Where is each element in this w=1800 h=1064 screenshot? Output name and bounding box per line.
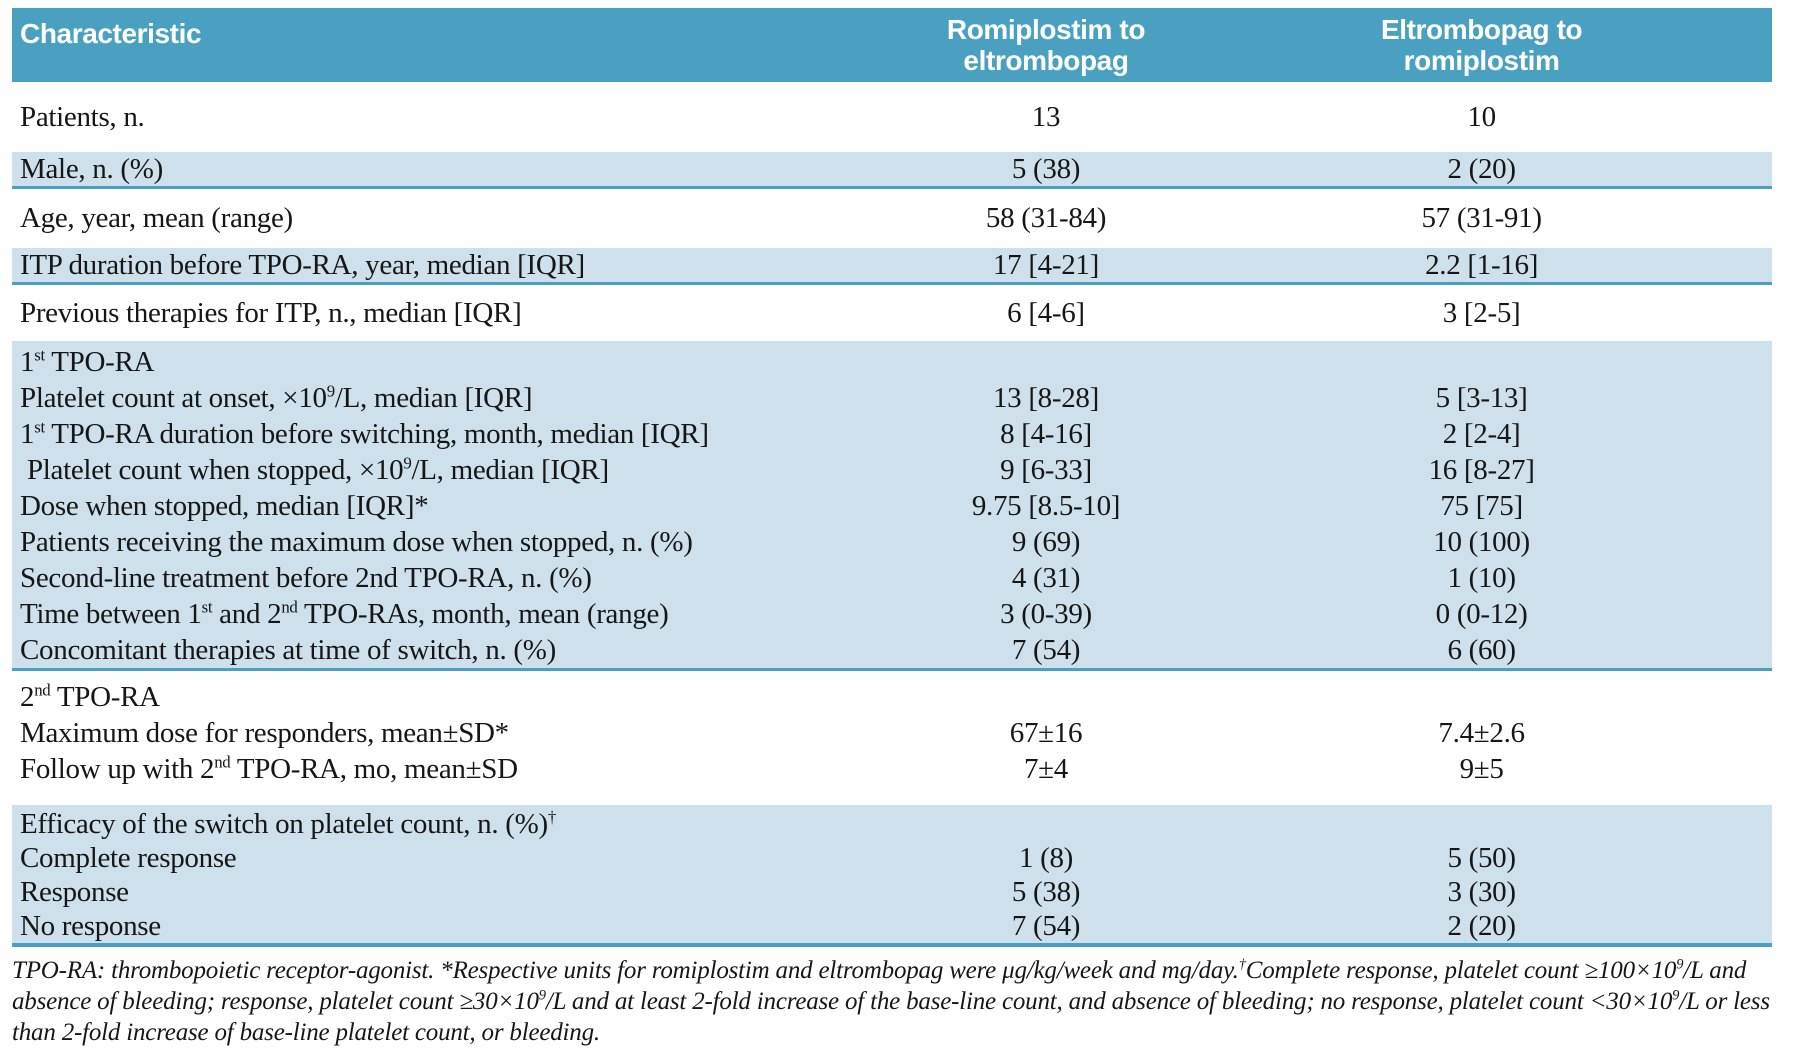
cell-rom-to-elt: 13 [8-28] <box>992 381 1099 414</box>
row-label: Age, year, mean (range) <box>20 202 293 234</box>
cell-rom-to-elt: 9 (69) <box>1011 525 1081 558</box>
row-label: Maximum dose for responders, mean±SD* <box>20 716 509 749</box>
cell-rom-to-elt: 9 [6-33] <box>1000 453 1092 486</box>
row-label: Male, n. (%) <box>20 152 163 185</box>
row-label: Platelet count at onset, ×109/L, median … <box>20 380 533 414</box>
cell-rom-to-elt: 6 [4-6] <box>1007 296 1085 329</box>
cell-elt-to-rom: 3 (30) <box>1447 875 1516 908</box>
row-label: Response <box>20 875 129 908</box>
cell-elt-to-rom: 2.2 [1-16] <box>1425 248 1539 281</box>
row-label: Patients, n. <box>20 100 145 133</box>
cell-elt-to-rom: 7.4±2.6 <box>1438 716 1525 749</box>
row-label: No response <box>20 909 161 942</box>
table-row-time-between: Time between 1st and 2nd TPO-RAs, month,… <box>12 596 1772 632</box>
table-row-response: Response 5 (38) 3 (30) <box>12 875 1772 909</box>
switch-characteristics-table: Characteristic Romiplostim to eltrombopa… <box>12 8 1772 947</box>
cell-elt-to-rom: 9±5 <box>1459 752 1504 785</box>
cell-rom-to-elt: 4 (31) <box>1011 561 1081 594</box>
section-title-row: 1st TPO-RA <box>12 344 1772 380</box>
table-row-itp-duration: ITP duration before TPO-RA, year, median… <box>12 248 1772 285</box>
cell-elt-to-rom: 75 [75] <box>1440 489 1523 522</box>
section-title-row: 2nd TPO-RA <box>12 679 1772 715</box>
cell-rom-to-elt: 5 (38) <box>1011 875 1081 908</box>
cell-rom-to-elt: 5 (38) <box>1011 152 1081 185</box>
row-label: Follow up with 2nd TPO-RA, mo, mean±SD <box>20 751 518 785</box>
cell-elt-to-rom: 2 (20) <box>1447 909 1516 942</box>
cell-rom-to-elt: 13 <box>1031 100 1061 133</box>
header-cell-characteristic: Characteristic <box>20 18 202 49</box>
cell-elt-to-rom: 10 (100) <box>1433 525 1530 558</box>
cell-rom-to-elt: 7±4 <box>1023 752 1068 785</box>
cell-elt-to-rom: 5 (50) <box>1447 841 1516 874</box>
cell-elt-to-rom: 6 (60) <box>1447 633 1516 666</box>
table-row-platelet-onset: Platelet count at onset, ×109/L, median … <box>12 380 1772 416</box>
header-cell-eltrombopag-to-romiplostim: Eltrombopag to romiplostim <box>1191 8 1772 82</box>
header-cell-romiplostim-to-eltrombopag: Romiplostim to eltrombopag <box>901 8 1191 82</box>
row-label: Patients receiving the maximum dose when… <box>20 525 693 558</box>
cell-elt-to-rom: 2 [2-4] <box>1442 417 1521 450</box>
cell-elt-to-rom: 1 (10) <box>1447 561 1516 594</box>
cell-rom-to-elt: 67±16 <box>1009 716 1083 749</box>
table-row-patients: Patients, n. 13 10 <box>12 82 1772 152</box>
section-first-tpo-ra: 1st TPO-RA Platelet count at onset, ×109… <box>12 341 1772 671</box>
row-label: Second-line treatment before 2nd TPO-RA,… <box>20 561 592 594</box>
row-label: Platelet count when stopped, ×109/L, med… <box>20 452 609 486</box>
table-row-second-line-treatment: Second-line treatment before 2nd TPO-RA,… <box>12 560 1772 596</box>
section-title: 2nd TPO-RA <box>20 679 160 713</box>
cell-rom-to-elt: 1 (8) <box>1018 841 1074 874</box>
cell-rom-to-elt: 58 (31-84) <box>985 202 1107 234</box>
cell-rom-to-elt: 7 (54) <box>1011 633 1081 666</box>
table-row-max-dose-stopped: Patients receiving the maximum dose when… <box>12 524 1772 560</box>
section-title: 1st TPO-RA <box>20 344 155 378</box>
cell-rom-to-elt: 9.75 [8.5-10] <box>971 489 1121 522</box>
cell-rom-to-elt: 17 [4-21] <box>992 248 1099 281</box>
cell-rom-to-elt: 3 (0-39) <box>1000 597 1092 630</box>
table-row-male: Male, n. (%) 5 (38) 2 (20) <box>12 152 1772 189</box>
row-label: Complete response <box>20 841 237 874</box>
table-row-age: Age, year, mean (range) 58 (31-84) 57 (3… <box>12 189 1772 248</box>
row-label: ITP duration before TPO-RA, year, median… <box>20 248 585 281</box>
header-label: Eltrombopag to romiplostim <box>1380 13 1583 76</box>
table-row-previous-therapies: Previous therapies for ITP, n., median [… <box>12 285 1772 341</box>
row-label: Dose when stopped, median [IQR]* <box>20 489 429 522</box>
row-label: Previous therapies for ITP, n., median [… <box>20 296 522 329</box>
table-row-follow-up: Follow up with 2nd TPO-RA, mo, mean±SD 7… <box>12 751 1772 787</box>
table-row-no-response: No response 7 (54) 2 (20) <box>12 909 1772 943</box>
row-label: Time between 1st and 2nd TPO-RAs, month,… <box>20 596 669 630</box>
section-title: Efficacy of the switch on platelet count… <box>20 806 556 840</box>
cell-elt-to-rom: 0 (0-12) <box>1435 597 1528 630</box>
cell-elt-to-rom: 10 <box>1467 100 1496 133</box>
cell-rom-to-elt: 7 (54) <box>1011 909 1081 942</box>
header-label: Romiplostim to eltrombopag <box>946 13 1146 76</box>
cell-elt-to-rom: 2 (20) <box>1447 152 1516 185</box>
table-footnote: TPO-RA: thrombopoietic receptor-agonist.… <box>12 956 1770 1046</box>
cell-elt-to-rom: 5 [3-13] <box>1435 381 1528 414</box>
table-header-row: Characteristic Romiplostim to eltrombopa… <box>12 8 1772 82</box>
cell-elt-to-rom: 57 (31-91) <box>1421 202 1542 234</box>
cell-elt-to-rom: 16 [8-27] <box>1428 453 1535 486</box>
table-row-platelet-stopped: Platelet count when stopped, ×109/L, med… <box>12 452 1772 488</box>
table-row-dose-stopped: Dose when stopped, median [IQR]* 9.75 [8… <box>12 488 1772 524</box>
table-row-concomitant-therapies: Concomitant therapies at time of switch,… <box>12 632 1772 668</box>
section-title-row: Efficacy of the switch on platelet count… <box>12 807 1772 841</box>
table-row-max-dose-responders: Maximum dose for responders, mean±SD* 67… <box>12 715 1772 751</box>
cell-rom-to-elt: 8 [4-16] <box>1000 417 1092 450</box>
row-label: 1st TPO-RA duration before switching, mo… <box>20 416 709 450</box>
table-row-duration-before-switching: 1st TPO-RA duration before switching, mo… <box>12 416 1772 452</box>
row-label: Concomitant therapies at time of switch,… <box>20 633 556 666</box>
cell-elt-to-rom: 3 [2-5] <box>1442 296 1521 329</box>
section-efficacy: Efficacy of the switch on platelet count… <box>12 805 1772 947</box>
section-second-tpo-ra: 2nd TPO-RA Maximum dose for responders, … <box>12 671 1772 805</box>
table-row-complete-response: Complete response 1 (8) 5 (50) <box>12 841 1772 875</box>
